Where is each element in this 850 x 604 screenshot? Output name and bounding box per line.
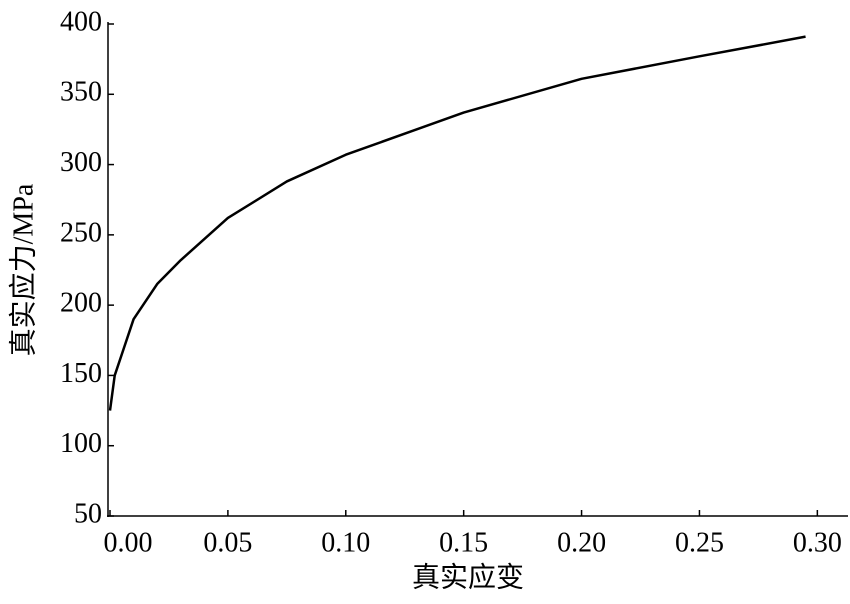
y-tick-label: 150 <box>60 358 102 389</box>
y-tick-label: 200 <box>60 288 102 319</box>
y-tick-label: 100 <box>60 428 102 459</box>
x-tick-label: 0.05 <box>203 527 252 558</box>
x-tick-label: 0.00 <box>104 527 153 558</box>
line <box>108 35 806 411</box>
y-tick-label: 50 <box>74 498 102 529</box>
x-tick-label: 0.25 <box>675 527 724 558</box>
x-tick-label: 0.20 <box>557 527 606 558</box>
y-tick-label: 250 <box>60 217 102 248</box>
y-tick-label: 350 <box>60 77 102 108</box>
x-tick-label: 0.15 <box>439 527 488 558</box>
y-tick-label: 400 <box>60 6 102 37</box>
x-tick-label: 0.10 <box>321 527 370 558</box>
y-tick-label: 300 <box>60 147 102 178</box>
y-axis-label: 真实应力/MPa <box>7 183 39 356</box>
x-tick-label: 0.30 <box>793 527 842 558</box>
x-axis-label: 真实应变 <box>412 561 524 593</box>
